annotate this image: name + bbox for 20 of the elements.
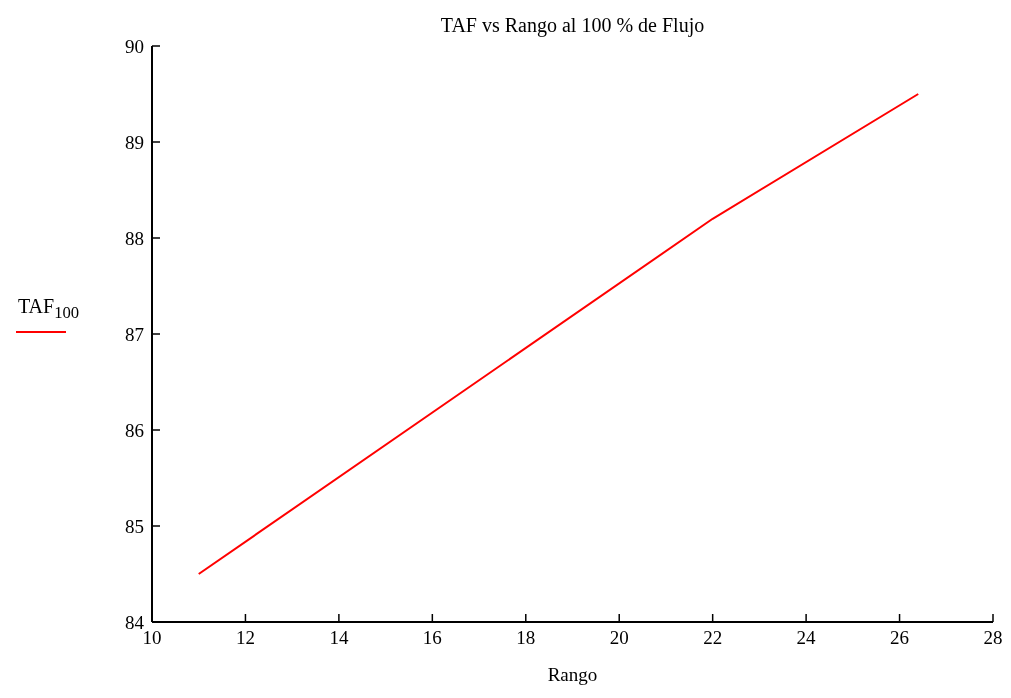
y-tick-label: 85 [125,516,144,537]
y-tick-label: 84 [125,612,145,633]
chart-title: TAF vs Rango al 100 % de Flujo [439,14,706,37]
x-tick-label: 20 [609,627,629,648]
y-tick-label: 89 [125,132,144,153]
x-tick-label: 16 [422,627,442,648]
x-tick-label: 12 [235,627,255,648]
x-tick-label: 28 [983,627,1003,648]
text: TAF$_{100}$ [17,294,81,324]
x-tick-label: 18 [516,627,536,648]
y-tick-label: 86 [125,420,144,441]
x-tick-label: 26 [890,627,910,648]
y-tick-label: 88 [125,228,144,249]
x-tick-label: 22 [703,627,723,648]
x-tick-label: 24 [796,627,817,648]
y-tick-label: 87 [125,324,144,345]
x-axis-title: Rango [547,664,598,686]
y-tick-label: 90 [125,36,144,57]
x-tick-label: 10 [142,627,162,648]
x-tick-label: 14 [329,627,349,648]
